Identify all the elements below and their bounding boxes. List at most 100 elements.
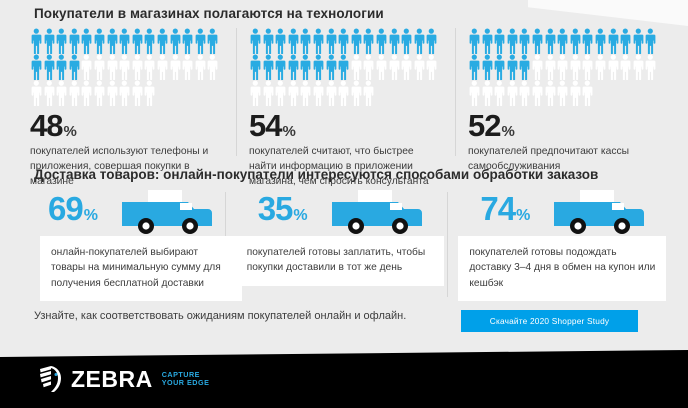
person-icon-empty — [30, 80, 43, 106]
person-icon-empty — [131, 54, 144, 80]
person-icon-filled — [274, 54, 287, 80]
person-icon-empty — [325, 80, 338, 106]
person-icon-empty — [619, 54, 632, 80]
person-icon-filled — [413, 28, 426, 54]
person-icon-empty — [262, 80, 275, 106]
person-icon-empty — [569, 54, 582, 80]
person-icon-empty — [156, 54, 169, 80]
person-icon-filled — [194, 28, 207, 54]
zebra-tagline-line2: YOUR EDGE — [161, 378, 210, 387]
zebra-tagline: CAPTURE YOUR EDGE — [161, 370, 210, 388]
person-icon-filled — [131, 28, 144, 54]
person-icon-empty — [80, 54, 93, 80]
person-icon-filled — [518, 54, 531, 80]
delivery-truck-icon — [550, 190, 650, 240]
person-icon-empty — [531, 80, 544, 106]
delivery-header-2: 35 % — [240, 190, 440, 244]
stat-card-1: 48 % покупателей используют телефоны и п… — [30, 28, 228, 187]
person-icon-empty — [556, 80, 569, 106]
person-icon-empty — [581, 54, 594, 80]
person-icon-empty — [425, 54, 438, 80]
delivery-percent-2: 35 % — [258, 192, 308, 225]
person-icon-filled — [43, 54, 56, 80]
person-icon-empty — [388, 54, 401, 80]
person-icon-empty — [350, 80, 363, 106]
person-icon-filled — [287, 54, 300, 80]
person-icon-filled — [312, 28, 325, 54]
person-icon-empty — [169, 54, 182, 80]
delivery-percent-1: 69 % — [48, 192, 98, 225]
person-icon-filled — [30, 54, 43, 80]
person-icon-empty — [337, 80, 350, 106]
person-icon-filled — [531, 28, 544, 54]
delivery-description-3: покупателей готовы подождать доставку 3–… — [458, 236, 667, 301]
person-icon-empty — [413, 54, 426, 80]
person-icon-filled — [569, 28, 582, 54]
person-icon-filled — [594, 28, 607, 54]
person-icon-empty — [594, 54, 607, 80]
footer-bar — [0, 350, 688, 408]
person-icon-empty — [400, 54, 413, 80]
person-icon-empty — [362, 54, 375, 80]
person-icon-empty — [93, 80, 106, 106]
stat-percent-sign-3: % — [501, 123, 515, 140]
person-icon-filled — [481, 54, 494, 80]
person-icon-filled — [337, 28, 350, 54]
person-icon-empty — [55, 80, 68, 106]
corner-wedge-decoration — [528, 0, 688, 26]
person-icon-filled — [362, 28, 375, 54]
person-icon-filled — [607, 28, 620, 54]
person-icon-filled — [581, 28, 594, 54]
person-icon-filled — [68, 28, 81, 54]
stat-percent-value-1: 48 — [30, 108, 63, 143]
stat-card-2: 54 % покупателей считают, что быстрее на… — [236, 28, 447, 187]
person-icon-filled — [262, 54, 275, 80]
person-icon-filled — [506, 54, 519, 80]
person-icon-filled — [632, 28, 645, 54]
zebra-logo: ZEBRA CAPTURE YOUR EDGE — [38, 364, 209, 394]
section2-title: Доставка товаров: онлайн-покупатели инте… — [34, 167, 599, 182]
person-icon-filled — [143, 28, 156, 54]
section2-delivery-columns: 69 % онлайн-покупателей выбирают товары … — [30, 190, 667, 301]
person-icon-empty — [312, 80, 325, 106]
stat-percent-value-3: 52 — [468, 108, 501, 143]
stat-description-2: покупателей считают, что быстрее найти и… — [249, 146, 429, 187]
person-icon-empty — [106, 54, 119, 80]
person-icon-filled — [156, 28, 169, 54]
person-icon-filled — [118, 28, 131, 54]
delivery-header-3: 74 % — [462, 190, 662, 244]
person-icon-empty — [506, 80, 519, 106]
person-icon-empty — [362, 80, 375, 106]
person-icon-filled — [644, 28, 657, 54]
stat-description-3: покупателей предпочитают кассы самообслу… — [468, 146, 630, 172]
download-study-button[interactable]: Скачайте 2020 Shopper Study — [461, 310, 638, 332]
delivery-card-2: 35 % покупателей готовы заплатить, чтобы… — [224, 190, 444, 297]
person-icon-filled — [299, 28, 312, 54]
person-icon-empty — [481, 80, 494, 106]
person-icon-filled — [493, 54, 506, 80]
person-icon-empty — [350, 54, 363, 80]
person-icon-filled — [262, 28, 275, 54]
person-icon-filled — [299, 54, 312, 80]
person-icon-filled — [400, 28, 413, 54]
person-icon-filled — [249, 28, 262, 54]
stat-description-1: покупателей используют телефоны и прилож… — [30, 146, 209, 187]
cta-text: Узнайте, как соответствовать ожиданиям п… — [34, 310, 407, 322]
person-icon-empty — [206, 54, 219, 80]
person-icon-filled — [181, 28, 194, 54]
delivery-header-1: 69 % — [30, 190, 217, 244]
delivery-card-3: 74 % покупателей готовы подождать достав… — [447, 190, 667, 301]
stat-percent-3: 52 % — [468, 110, 658, 141]
person-icon-empty — [43, 80, 56, 106]
delivery-description-1: онлайн-покупателей выбирают товары на ми… — [40, 236, 242, 301]
person-icon-filled — [375, 28, 388, 54]
person-icon-filled — [619, 28, 632, 54]
person-icon-empty — [531, 54, 544, 80]
person-icon-filled — [312, 54, 325, 80]
person-icon-empty — [632, 54, 645, 80]
person-icon-filled — [518, 28, 531, 54]
person-icon-filled — [556, 28, 569, 54]
person-icon-filled — [468, 54, 481, 80]
delivery-percent-3: 74 % — [480, 192, 530, 225]
person-icon-empty — [287, 80, 300, 106]
